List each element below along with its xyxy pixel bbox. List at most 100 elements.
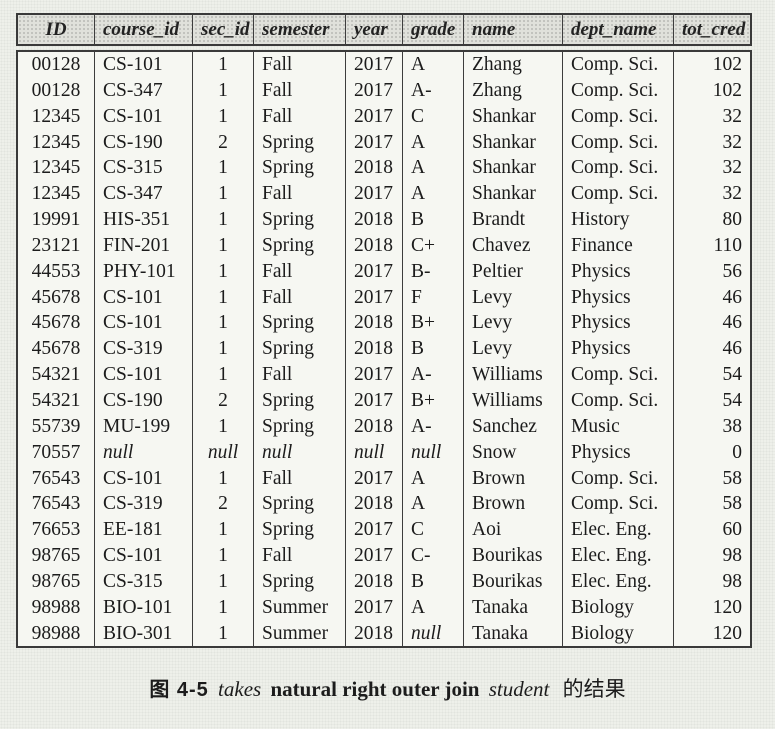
table-cell: Chavez — [464, 232, 563, 259]
table-cell: Shankar — [464, 103, 563, 130]
table-cell: 1 — [193, 207, 254, 233]
table-cell: Biology — [563, 594, 674, 621]
table-cell: Zhang — [464, 77, 563, 104]
table-cell: A- — [403, 362, 464, 388]
table-cell: 2017 — [346, 52, 403, 78]
table-cell: 98765 — [18, 568, 95, 595]
table-cell: 12345 — [18, 129, 95, 156]
table-cell: 1 — [193, 258, 254, 285]
table-cell: 2 — [193, 491, 254, 518]
table-cell: B — [403, 336, 464, 363]
table-cell: CS-319 — [95, 491, 193, 518]
table-cell: Physics — [563, 439, 674, 466]
table-cell: MU-199 — [95, 413, 193, 440]
table-cell: CS-190 — [95, 387, 193, 414]
table-cell: FIN-201 — [95, 232, 193, 259]
table-cell: 98765 — [18, 543, 95, 569]
table-cell: Spring — [254, 232, 346, 259]
table-cell: BIO-101 — [95, 594, 193, 621]
table-cell: 00128 — [18, 77, 95, 104]
table-cell: 54321 — [18, 387, 95, 414]
table-cell: 1 — [193, 232, 254, 259]
table-cell: 1 — [193, 52, 254, 78]
column-header-id: ID — [18, 15, 95, 44]
table-cell: Williams — [464, 387, 563, 414]
table-cell: 2 — [193, 129, 254, 156]
table-cell: 19991 — [18, 207, 95, 233]
table-cell: A — [403, 129, 464, 156]
table-cell: 54 — [722, 364, 743, 386]
table-cell: 46 — [722, 312, 743, 334]
table-cell: 2018 — [346, 232, 403, 259]
table-cell: Comp. Sci. — [563, 129, 674, 156]
table-cell: A — [403, 181, 464, 208]
table-cell: 1 — [193, 413, 254, 440]
table-cell: 1 — [193, 543, 254, 569]
table-cell: 2017 — [346, 362, 403, 388]
table-cell: Summer — [254, 620, 346, 647]
table-cell: null — [403, 620, 464, 647]
table-cell: Comp. Sci. — [563, 103, 674, 130]
table-cell: Fall — [254, 465, 346, 492]
table-cell: 70557 — [18, 439, 95, 466]
table-cell: null — [403, 439, 464, 466]
table-cell: 1 — [193, 310, 254, 337]
table-cell: Snow — [464, 439, 563, 466]
table-cell: 2018 — [346, 413, 403, 440]
table-cell: Brandt — [464, 207, 563, 233]
table-row: 45678 CS-101 1 Spring 2018 B+ Levy Physics 46 — [18, 310, 750, 337]
table-cell: A- — [403, 413, 464, 440]
table-cell: Levy — [464, 310, 563, 337]
table-cell: B+ — [403, 310, 464, 337]
table-cell: 12345 — [18, 155, 95, 182]
table-cell: 0 — [732, 441, 742, 463]
table-cell: CS-190 — [95, 129, 193, 156]
column-header-sec-id: sec_id — [193, 15, 254, 44]
table-cell: 12345 — [18, 181, 95, 208]
table-cell: 98988 — [18, 620, 95, 647]
table-row: 44553 PHY-101 1 Fall 2017 B- Peltier Physics 56 — [18, 258, 750, 285]
table-cell: 00128 — [18, 52, 95, 78]
table-cell: Comp. Sci. — [563, 387, 674, 414]
table-cell: 2 — [193, 387, 254, 414]
table-cell: 55739 — [18, 413, 95, 440]
table-cell: EE-181 — [95, 517, 193, 544]
table-cell: 2017 — [346, 594, 403, 621]
table-row: 76543 CS-319 2 Spring 2018 A Brown Comp. Sci. 58 — [18, 491, 750, 518]
column-header-tot-cred: tot_cred — [682, 19, 746, 40]
table-cell: CS-315 — [95, 568, 193, 595]
table-cell: Summer — [254, 594, 346, 621]
column-header-semester: semester — [254, 15, 346, 44]
table-row: 98765 CS-101 1 Fall 2017 C- Bourikas Elec. Eng.… — [18, 543, 750, 569]
table-row: 98988 BIO-101 1 Summer 2017 A Tanaka Biology 120 — [18, 594, 750, 621]
table-cell: 1 — [193, 465, 254, 492]
table-cell: Aoi — [464, 517, 563, 544]
table-row: 54321 CS-190 2 Spring 2017 B+ Williams Comp. Sc… — [18, 387, 750, 414]
table-cell: 98 — [722, 570, 743, 592]
figure-caption: 图 4-5 takes natural right outer join stu… — [0, 672, 775, 707]
table-cell: Brown — [464, 465, 563, 492]
table-cell: Spring — [254, 336, 346, 363]
table-cell: 58 — [722, 467, 743, 489]
table-cell: 44553 — [18, 258, 95, 285]
table-cell: 120 — [712, 596, 742, 618]
table-cell: 2018 — [346, 155, 403, 182]
table-cell: Music — [563, 413, 674, 440]
table-cell: CS-315 — [95, 155, 193, 182]
table-cell: 46 — [722, 338, 743, 360]
table-row: 70557 null null null null null Snow Physics 0 — [18, 439, 750, 466]
table-row: 00128 CS-101 1 Fall 2017 A Zhang Comp. Sci. 102 — [18, 52, 750, 78]
table-cell: Comp. Sci. — [563, 77, 674, 104]
table-cell: 2017 — [346, 543, 403, 569]
table-cell: 1 — [193, 362, 254, 388]
table-cell: CS-347 — [95, 77, 193, 104]
table-cell: CS-101 — [95, 103, 193, 130]
table-cell: 80 — [722, 209, 743, 231]
table-cell: null — [254, 439, 346, 466]
table-row: 76543 CS-101 1 Fall 2017 A Brown Comp. Sci. 58 — [18, 465, 750, 492]
table-cell: Comp. Sci. — [563, 362, 674, 388]
table-cell: 110 — [713, 234, 742, 256]
table-cell: C — [403, 103, 464, 130]
column-header-grade: grade — [403, 15, 464, 44]
table-cell: Comp. Sci. — [563, 52, 674, 78]
